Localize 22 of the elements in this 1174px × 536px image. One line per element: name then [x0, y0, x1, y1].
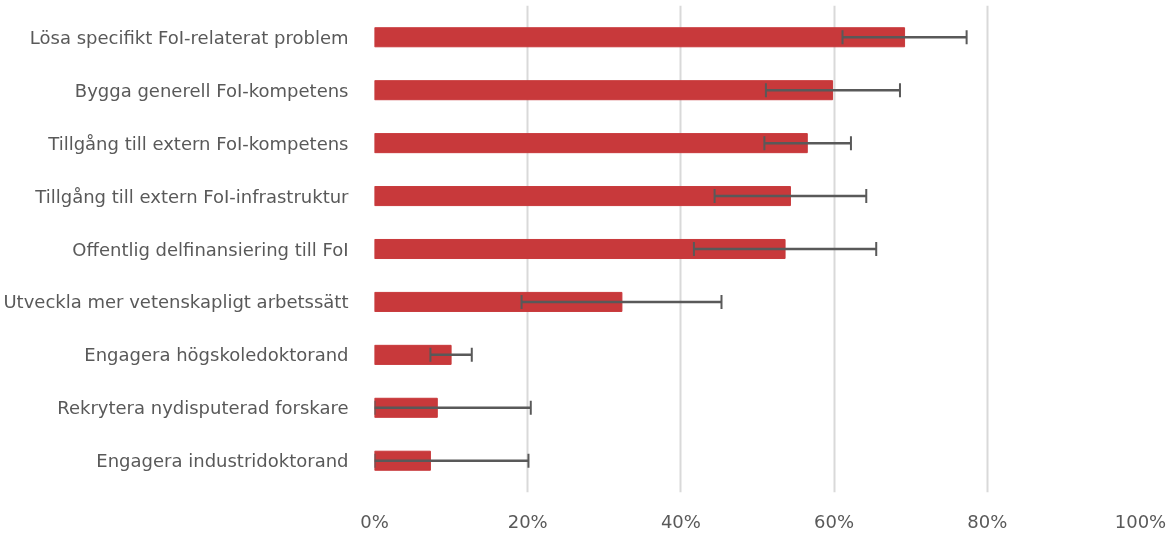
y-tick-label: Utveckla mer vetenskapligt arbetssätt: [3, 291, 349, 313]
y-tick-label: Bygga generell FoI-kompetens: [74, 79, 349, 101]
bar: [374, 27, 906, 48]
y-tick-label: Rekrytera nydisputerad forskare: [57, 397, 349, 419]
bar: [374, 291, 623, 312]
y-tick-label: Tillgång till extern FoI-infrastruktur: [34, 185, 350, 207]
bar: [374, 133, 808, 154]
bar: [374, 344, 452, 365]
y-tick-label: Offentlig delfinansiering till FoI: [72, 238, 349, 260]
bar: [374, 80, 834, 101]
x-tick-label: 80%: [967, 510, 1008, 532]
x-tick-label: 0%: [360, 510, 389, 532]
x-tick-label: 20%: [507, 510, 548, 532]
y-tick-label: Engagera industridoktorand: [96, 450, 349, 472]
bar: [374, 238, 786, 260]
y-tick-label: Engagera högskoledoktorand: [84, 344, 349, 366]
x-tick-label: 40%: [660, 510, 701, 532]
y-tick-label: Tillgång till extern FoI-kompetens: [47, 132, 349, 154]
x-tick-label: 60%: [814, 510, 855, 532]
x-tick-label: 100%: [1114, 510, 1167, 532]
y-tick-label: Lösa specifikt FoI-relaterat problem: [29, 26, 349, 48]
bar: [374, 186, 791, 207]
